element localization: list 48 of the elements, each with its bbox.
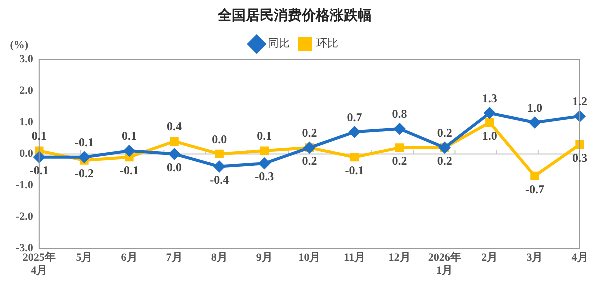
x-tick-label: 9月 [256, 252, 273, 264]
data-label: 1.0 [482, 128, 498, 143]
data-label: 0.4 [167, 120, 182, 134]
x-tick-label: 11月 [344, 252, 366, 264]
data-label: 0.3 [572, 150, 588, 165]
data-label: -0.4 [210, 172, 230, 187]
data-label: 0.7 [347, 110, 362, 124]
x-tick-label: 8月 [211, 252, 228, 264]
data-label: 1.3 [482, 91, 498, 106]
legend-label: 环比 [316, 37, 338, 50]
y-tick-label: -2.0 [16, 210, 34, 223]
data-label: 1.2 [572, 94, 588, 109]
y-tick-label: 0.0 [20, 148, 34, 160]
y-tick-label: 3.0 [20, 54, 34, 66]
data-label: 0.2 [302, 154, 318, 168]
data-label: -0.1 [345, 163, 364, 178]
x-tick-label: 12月 [388, 252, 411, 264]
data-label: -0.2 [74, 166, 94, 181]
data-label: -0.7 [525, 182, 544, 196]
chart-title: 全国居民消费价格涨跌幅 [217, 8, 372, 24]
data-label: 0.1 [32, 129, 47, 144]
data-label: 0.0 [212, 132, 228, 146]
y-tick-label: 2.0 [20, 85, 34, 98]
data-label: 0.2 [437, 126, 452, 140]
data-label: 0.1 [257, 129, 272, 144]
y-axis-title: (%) [10, 40, 29, 52]
x-tick-label: 2026年 1月 [428, 251, 462, 278]
y-tick-label: 1.0 [20, 116, 34, 129]
data-label: -0.1 [74, 135, 94, 150]
x-tick-label: 3月 [526, 252, 544, 264]
x-tick-label: 7月 [166, 252, 183, 264]
data-label: 0.2 [392, 154, 408, 168]
x-tick-label: 10月 [298, 252, 321, 264]
data-label: 0.8 [392, 107, 408, 122]
y-tick-label: -1.0 [16, 180, 34, 192]
data-label: -0.1 [120, 163, 140, 178]
data-label: 0.2 [437, 154, 452, 168]
data-label: -0.1 [30, 163, 49, 178]
data-label: 0.2 [302, 126, 318, 140]
data-label: 1.0 [527, 100, 542, 115]
data-label: 0.1 [122, 129, 138, 144]
x-tick-label: 6月 [121, 252, 138, 264]
x-tick-label: 5月 [76, 252, 93, 264]
legend-label: 同比 [268, 37, 290, 50]
x-tick-label: 4月 [572, 252, 588, 264]
data-label: 0.0 [167, 160, 182, 174]
x-tick-label: 2月 [482, 252, 498, 264]
data-label: -0.3 [255, 170, 274, 184]
